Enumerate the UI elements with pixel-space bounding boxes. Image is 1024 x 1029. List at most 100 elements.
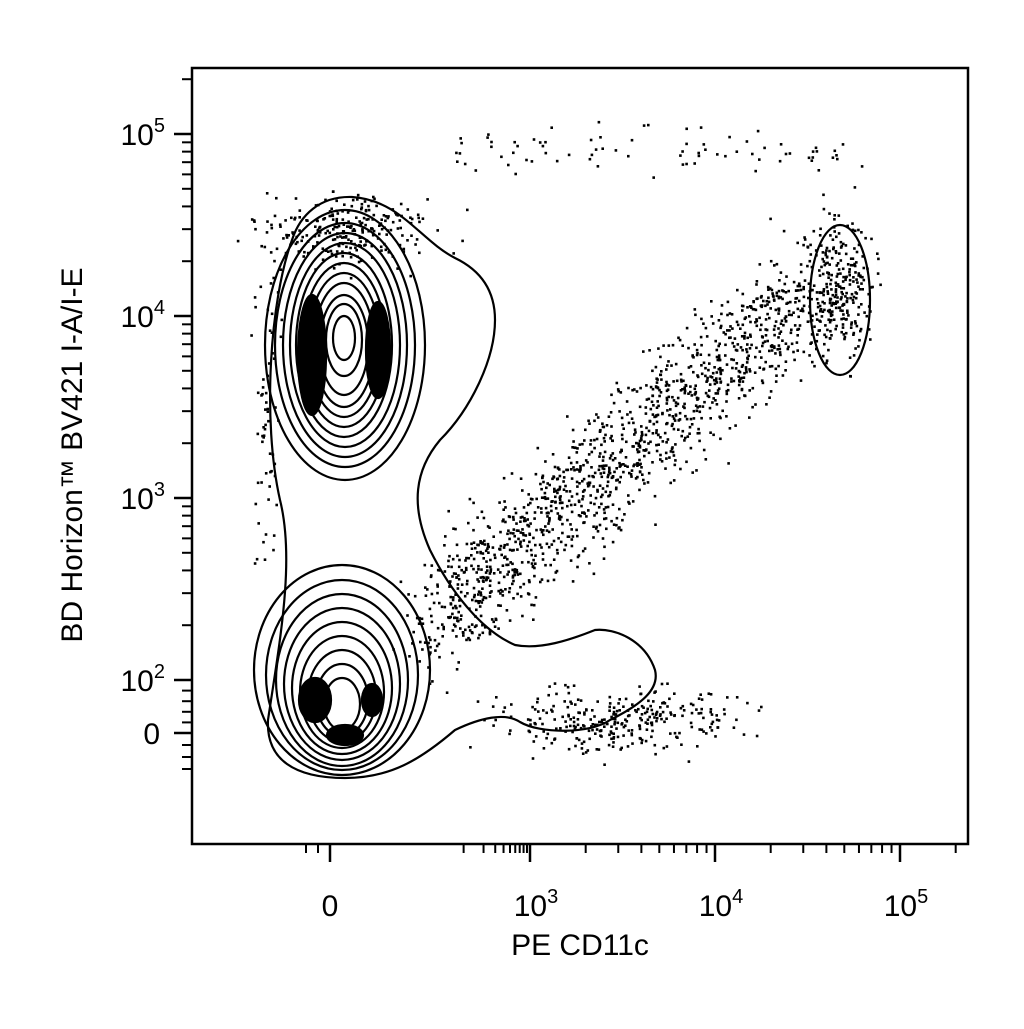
event-dot: [784, 319, 788, 323]
event-dot: [770, 364, 774, 368]
event-dot: [717, 319, 721, 322]
event-dot: [585, 515, 588, 518]
event-dot: [605, 424, 609, 427]
event-dot: [347, 238, 350, 241]
event-dot: [618, 526, 621, 529]
event-dot: [836, 283, 840, 286]
event-dot: [598, 430, 602, 433]
event-dot: [455, 606, 458, 610]
event-dot: [860, 282, 863, 285]
x-tick-label: 0: [322, 890, 339, 923]
event-dot: [349, 276, 353, 280]
x-axis: 0 103 104 105: [305, 844, 957, 923]
event-dot: [659, 458, 662, 461]
event-dot: [347, 225, 351, 228]
event-dot: [317, 234, 321, 237]
event-dot: [840, 296, 843, 299]
event-dot: [608, 709, 611, 712]
event-dot: [835, 264, 839, 267]
event-dot: [413, 594, 417, 598]
event-dot: [638, 463, 641, 466]
event-dot: [586, 484, 590, 488]
event-dot: [854, 271, 857, 274]
event-dot: [326, 250, 330, 253]
event-dot: [527, 493, 530, 496]
event-dot: [679, 154, 682, 157]
event-dot: [797, 315, 800, 319]
event-dot: [479, 576, 483, 579]
event-dot: [760, 705, 763, 709]
event-dot: [690, 711, 694, 715]
x-tick-label: 104: [699, 886, 744, 923]
event-dot: [532, 138, 536, 141]
event-dot: [572, 720, 576, 724]
event-dot: [842, 302, 846, 306]
event-dot: [716, 726, 720, 729]
event-dot: [818, 291, 822, 295]
event-dot: [625, 440, 628, 444]
event-dot: [609, 437, 612, 440]
event-dot: [714, 379, 718, 382]
event-dot: [824, 251, 827, 255]
event-dot: [828, 301, 832, 305]
event-dot: [628, 714, 631, 717]
event-dot: [803, 236, 806, 239]
event-dot: [692, 417, 696, 420]
event-dot: [701, 405, 705, 408]
event-dot: [820, 265, 823, 269]
event-dot: [756, 129, 760, 133]
event-dot: [810, 159, 814, 162]
event-dot: [529, 723, 532, 726]
event-dot: [298, 209, 302, 212]
event-dot: [622, 463, 625, 466]
event-dot: [541, 552, 545, 555]
event-dot: [436, 568, 440, 572]
event-dot: [663, 720, 666, 724]
event-dot: [360, 202, 364, 206]
event-dot: [556, 491, 559, 495]
event-dot: [532, 740, 536, 743]
event-dot: [699, 693, 702, 696]
event-dot: [265, 401, 268, 404]
event-dot: [659, 706, 662, 709]
event-dot: [778, 351, 782, 354]
event-dot: [768, 365, 772, 368]
event-dot: [850, 323, 853, 326]
event-dot: [671, 422, 674, 426]
event-dot: [644, 739, 648, 743]
event-dot: [777, 364, 780, 368]
event-dot: [608, 466, 611, 470]
event-dot: [834, 288, 838, 291]
event-dot: [516, 144, 519, 148]
event-dot: [833, 149, 837, 153]
event-dot: [430, 620, 434, 624]
event-dot: [555, 692, 558, 696]
event-dot: [487, 133, 490, 136]
event-dot: [336, 235, 339, 239]
event-dot: [358, 243, 361, 247]
event-dot: [499, 571, 502, 574]
event-dot: [793, 324, 797, 327]
event-dot: [859, 275, 862, 279]
event-dot: [644, 433, 648, 437]
event-dot: [438, 601, 441, 605]
event-dot: [828, 308, 831, 312]
event-dot: [532, 558, 535, 562]
event-dot: [829, 312, 833, 315]
event-dot: [427, 636, 431, 639]
event-dot: [718, 377, 722, 380]
event-dot: [499, 592, 502, 595]
event-dot: [834, 281, 838, 285]
event-dot: [785, 275, 788, 278]
event-dot: [646, 718, 650, 721]
event-dot: [459, 590, 463, 594]
event-dot: [603, 545, 606, 549]
event-dot: [699, 711, 703, 715]
event-dot: [678, 411, 682, 415]
event-dot: [787, 289, 790, 293]
event-dot: [782, 229, 786, 233]
event-dot: [655, 414, 658, 417]
event-dot: [735, 150, 739, 153]
event-dot: [697, 697, 701, 700]
event-dot: [788, 152, 792, 155]
